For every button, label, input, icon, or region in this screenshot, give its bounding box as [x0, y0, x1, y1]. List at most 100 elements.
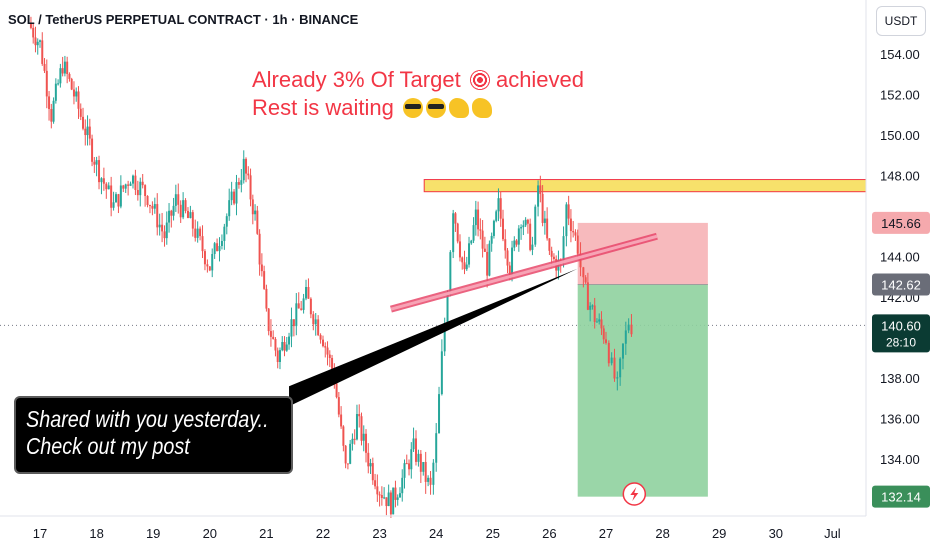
candle-body: [251, 199, 254, 215]
headline-annotation: Already 3% Of Target achieved Rest is wa…: [252, 66, 584, 122]
candle-body: [144, 185, 147, 196]
resistance-zone: [423, 179, 867, 193]
candle-body: [98, 160, 101, 183]
candle-body: [57, 83, 60, 85]
take-profit-zone: [577, 284, 708, 497]
candle-body: [307, 287, 310, 299]
candle-body: [32, 27, 35, 38]
candle-body: [358, 414, 361, 417]
headline-line1-suffix: achieved: [495, 67, 585, 92]
candle-body: [401, 477, 404, 494]
candle-body: [245, 158, 248, 174]
candle-body: [300, 308, 303, 310]
candle-body: [194, 228, 197, 238]
candle-body: [319, 335, 322, 340]
candle-body: [362, 433, 365, 441]
candle-body: [203, 251, 206, 265]
candle-body: [403, 463, 406, 478]
y-tick-label: 136.00: [880, 412, 920, 427]
x-tick-label: 23: [372, 526, 386, 541]
candle-body: [230, 191, 233, 201]
candle-body: [598, 319, 601, 322]
x-tick-label: 27: [599, 526, 613, 541]
countdown-label: 28:10: [886, 335, 916, 349]
candle-body: [177, 194, 180, 205]
candle-body: [107, 185, 110, 190]
x-tick-label: Jul: [824, 526, 841, 541]
candle-body: [383, 497, 386, 499]
candle-body: [412, 438, 415, 450]
candle-body: [342, 426, 345, 446]
candle-body: [153, 204, 156, 209]
y-tick-label: 154.00: [880, 47, 920, 62]
candle-body: [139, 181, 142, 196]
pink-trendline-inner: [390, 234, 658, 311]
candle-body: [584, 277, 587, 283]
candle-body: [613, 357, 616, 379]
candle-body: [34, 37, 37, 46]
candle-body: [517, 228, 520, 245]
candle-body: [552, 256, 555, 260]
candle-body: [134, 175, 137, 190]
candle-body: [110, 185, 113, 208]
candle-body: [131, 175, 134, 184]
candle-body: [422, 461, 425, 472]
candle-body: [340, 414, 343, 427]
candle-body: [591, 305, 594, 307]
candle-body: [353, 438, 356, 440]
candle-body: [220, 240, 223, 246]
candle-body: [105, 183, 108, 190]
candle-body: [191, 212, 194, 229]
candle-body: [374, 480, 377, 487]
candle-body: [122, 185, 125, 189]
candle-body: [432, 462, 435, 485]
candle-body: [77, 91, 80, 109]
target-icon: [469, 70, 490, 90]
candle-body: [265, 288, 268, 309]
candle-body: [91, 138, 94, 162]
candle-body: [456, 223, 459, 242]
candle-body: [146, 195, 149, 206]
candle-body: [508, 265, 511, 276]
candle-body: [45, 70, 48, 97]
candle-body: [172, 205, 175, 216]
candle-body: [72, 89, 75, 97]
candle-body: [88, 126, 91, 139]
candle-body: [405, 463, 408, 465]
candle-body: [458, 241, 461, 258]
candle-body: [326, 347, 329, 355]
candle-body: [443, 322, 446, 352]
candle-body: [223, 226, 226, 241]
candle-body: [50, 109, 53, 122]
candle-body: [396, 497, 399, 500]
candle-body: [312, 314, 315, 325]
candle-body: [165, 222, 168, 239]
candle-body: [168, 210, 171, 223]
candle-body: [417, 453, 420, 462]
candle-body: [285, 344, 288, 351]
candle-body: [567, 204, 570, 219]
candle-body: [385, 497, 388, 507]
candle-body: [605, 339, 607, 343]
price-label-target: [872, 485, 930, 508]
candle-body: [550, 250, 553, 257]
candle-body: [627, 324, 630, 331]
candle-body: [365, 433, 368, 453]
shared-post-callout: Shared with you yesterday.. Check out my…: [14, 396, 293, 474]
candle-body: [54, 83, 57, 101]
candle-body: [408, 463, 411, 470]
candle-body: [574, 232, 577, 236]
candle-body: [218, 245, 221, 252]
headline-line1: Already 3% Of Target: [252, 67, 461, 92]
price-label-text: 145.66: [881, 216, 921, 231]
candle-body: [371, 463, 374, 481]
candle-body: [586, 282, 589, 310]
candle-body: [504, 239, 507, 251]
candle-body: [324, 346, 327, 348]
candle-body: [302, 298, 305, 310]
currency-selector-button[interactable]: USDT: [876, 6, 926, 36]
candle-body: [70, 78, 73, 90]
candle-body: [182, 200, 185, 218]
price-label-text: 140.60: [881, 318, 921, 333]
